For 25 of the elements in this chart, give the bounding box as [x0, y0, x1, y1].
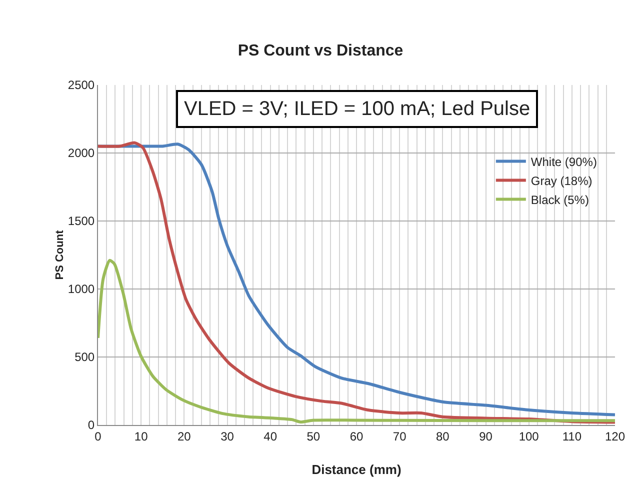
x-axis-title: Distance (mm) [312, 462, 402, 477]
legend-label: Gray (18%) [530, 174, 592, 188]
annotation: VLED = 3V; ILED = 100 mA; Led Pulse [184, 98, 530, 120]
y-axis-title: PS Count [54, 230, 66, 280]
x-tick-label: 70 [392, 429, 407, 444]
x-tick-label: 90 [479, 429, 493, 444]
y-tick-label: 2000 [68, 146, 95, 160]
y-tick-label: 1500 [68, 214, 95, 228]
chart-title: PS Count vs Distance [238, 42, 404, 60]
x-tick-label: 10 [134, 429, 148, 444]
x-tick-label: 100 [518, 429, 540, 444]
x-tick-label: 60 [350, 429, 364, 444]
x-tick-label: 120 [604, 429, 626, 444]
y-tick-label: 500 [74, 350, 95, 364]
x-tick-label: 50 [306, 429, 320, 444]
y-tick-label: 0 [88, 418, 95, 432]
x-tick-label: 40 [264, 429, 278, 444]
x-tick-label: 110 [562, 429, 582, 444]
legend-label: Black (5%) [530, 192, 589, 207]
x-tick-label: 80 [436, 429, 450, 444]
x-tick-label: 20 [177, 429, 192, 444]
x-tick-label: 30 [220, 429, 234, 444]
legend-label: White (90%) [530, 154, 597, 169]
y-tick-label: 2500 [68, 78, 95, 92]
y-tick-label: 1000 [68, 282, 95, 296]
